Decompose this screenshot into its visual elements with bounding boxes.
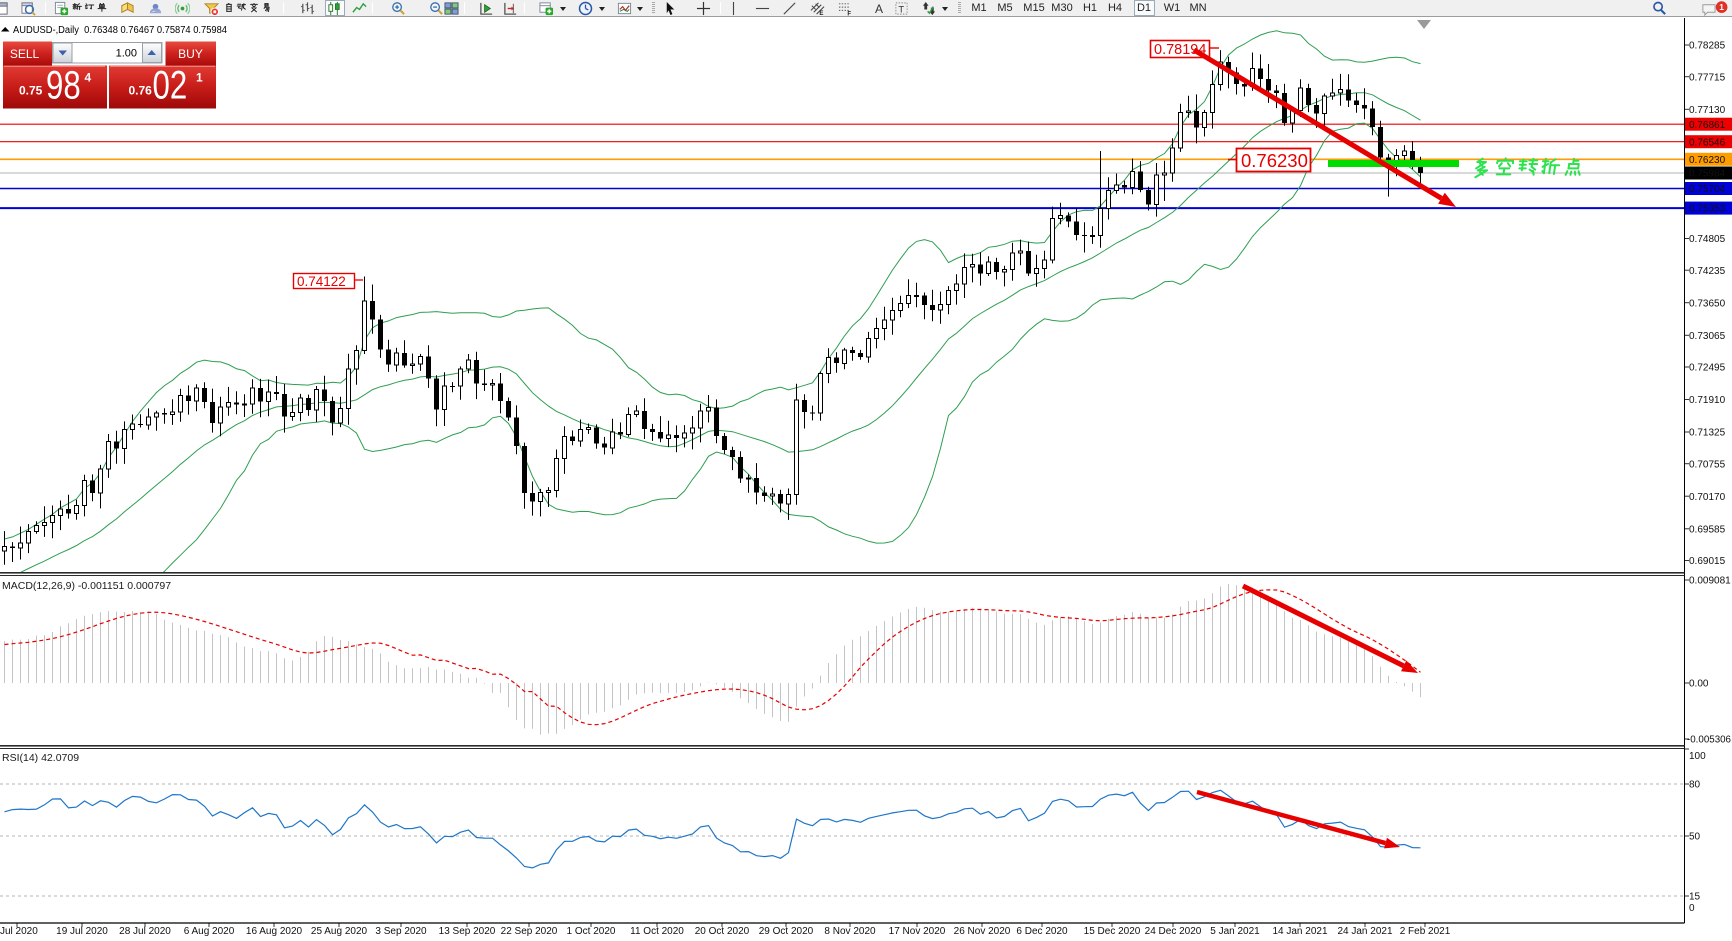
svg-text:25 Aug 2020: 25 Aug 2020 [311, 926, 368, 937]
svg-text:0.76546: 0.76546 [1689, 137, 1726, 148]
svg-text:0.72495: 0.72495 [1689, 363, 1726, 374]
svg-text:RSI(14) 42.0709: RSI(14) 42.0709 [2, 752, 79, 764]
svg-text:0.009081: 0.009081 [1689, 576, 1731, 587]
svg-text:15: 15 [1689, 892, 1701, 903]
svg-text:26 Nov 2020: 26 Nov 2020 [954, 926, 1011, 937]
svg-text:SELL: SELL [10, 47, 40, 61]
svg-text:1.00: 1.00 [116, 48, 137, 60]
svg-text:22 Sep 2020: 22 Sep 2020 [501, 926, 558, 937]
svg-text:14 Jan 2021: 14 Jan 2021 [1272, 926, 1327, 937]
svg-text:0.70755: 0.70755 [1689, 459, 1726, 470]
svg-text:0.74122: 0.74122 [297, 274, 346, 289]
svg-text:0.73065: 0.73065 [1689, 331, 1726, 342]
svg-text:0.76230: 0.76230 [1689, 155, 1726, 166]
svg-text:2 Feb 2021: 2 Feb 2021 [1400, 926, 1451, 937]
svg-text:0.75: 0.75 [19, 84, 43, 98]
svg-text:8 Nov 2020: 8 Nov 2020 [824, 926, 876, 937]
svg-text:5 Jan 2021: 5 Jan 2021 [1210, 926, 1260, 937]
svg-text:0.78285: 0.78285 [1689, 41, 1726, 52]
svg-text:0.69585: 0.69585 [1689, 524, 1726, 535]
svg-text:0.74805: 0.74805 [1689, 234, 1726, 245]
svg-text:19 Jul 2020: 19 Jul 2020 [56, 926, 108, 937]
svg-text:F: F [847, 11, 851, 16]
svg-text:4: 4 [85, 70, 92, 84]
svg-text:11 Oct 2020: 11 Oct 2020 [630, 926, 684, 937]
svg-text:6 Aug 2020: 6 Aug 2020 [184, 926, 235, 937]
svg-text:28 Jul 2020: 28 Jul 2020 [119, 926, 171, 937]
svg-text:0.71325: 0.71325 [1689, 428, 1726, 439]
svg-text:AUDUSD-,Daily 0.76348 0.76467: AUDUSD-,Daily 0.76348 0.76467 0.75874 0.… [13, 25, 227, 36]
svg-text:MACD(12,26,9) -0.001151 0.0007: MACD(12,26,9) -0.001151 0.000797 [2, 580, 171, 592]
svg-text:0.77130: 0.77130 [1689, 105, 1726, 116]
svg-text:3 Sep 2020: 3 Sep 2020 [375, 926, 427, 937]
svg-text:0.76: 0.76 [129, 84, 153, 98]
svg-text:16 Aug 2020: 16 Aug 2020 [246, 926, 303, 937]
svg-text:0.71910: 0.71910 [1689, 395, 1726, 406]
svg-text:0.76230: 0.76230 [1241, 150, 1308, 171]
svg-text:1 Oct 2020: 1 Oct 2020 [567, 926, 616, 937]
svg-text:Jul 2020: Jul 2020 [0, 926, 38, 937]
svg-text:E: E [819, 10, 823, 16]
svg-text:15 Dec 2020: 15 Dec 2020 [1084, 926, 1141, 937]
svg-text:0.70170: 0.70170 [1689, 492, 1726, 503]
svg-text:0.75704: 0.75704 [1689, 184, 1726, 195]
svg-text:0.75984: 0.75984 [1689, 169, 1726, 180]
svg-text:0.75353: 0.75353 [1689, 204, 1726, 215]
svg-text:0.76861: 0.76861 [1689, 120, 1726, 131]
svg-text:0.78194: 0.78194 [1154, 42, 1206, 58]
svg-text:80: 80 [1689, 780, 1701, 791]
svg-text:0.77715: 0.77715 [1689, 72, 1726, 83]
svg-text:-0.005306: -0.005306 [1687, 735, 1731, 746]
svg-text:0.73650: 0.73650 [1689, 298, 1726, 309]
svg-text:24 Dec 2020: 24 Dec 2020 [1145, 926, 1202, 937]
svg-text:0.69015: 0.69015 [1689, 556, 1726, 567]
svg-text:1: 1 [1719, 2, 1724, 12]
svg-text:13 Sep 2020: 13 Sep 2020 [439, 926, 496, 937]
svg-text:98: 98 [46, 63, 81, 108]
svg-text:100: 100 [1689, 751, 1706, 762]
svg-text:29 Oct 2020: 29 Oct 2020 [759, 926, 814, 937]
svg-text:BUY: BUY [178, 47, 203, 61]
svg-text:17 Nov 2020: 17 Nov 2020 [889, 926, 946, 937]
svg-text:0: 0 [1689, 903, 1695, 914]
svg-text:02: 02 [153, 63, 188, 108]
svg-text:0.00: 0.00 [1689, 679, 1709, 690]
svg-text:1: 1 [196, 70, 203, 84]
svg-text:6 Dec 2020: 6 Dec 2020 [1016, 926, 1068, 937]
svg-text:T: T [898, 4, 904, 14]
svg-text:0.74235: 0.74235 [1689, 266, 1726, 277]
svg-text:20 Oct 2020: 20 Oct 2020 [695, 926, 750, 937]
svg-text:50: 50 [1689, 832, 1701, 843]
svg-text:24 Jan 2021: 24 Jan 2021 [1337, 926, 1392, 937]
